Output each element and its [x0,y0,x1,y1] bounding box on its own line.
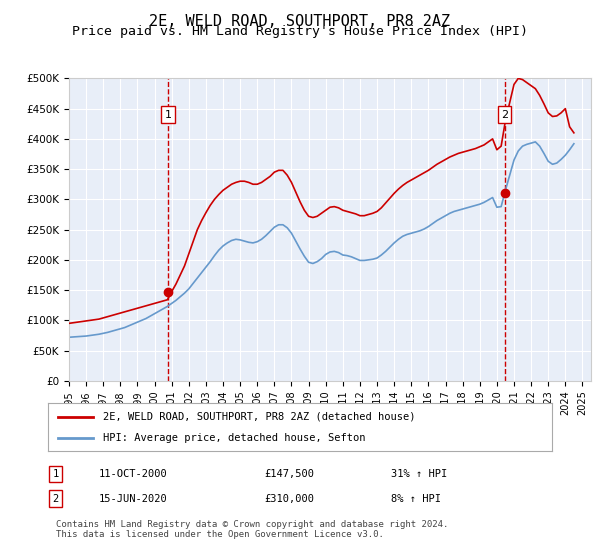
Text: 11-OCT-2000: 11-OCT-2000 [98,469,167,479]
Text: 2E, WELD ROAD, SOUTHPORT, PR8 2AZ (detached house): 2E, WELD ROAD, SOUTHPORT, PR8 2AZ (detac… [103,412,416,422]
Text: 2E, WELD ROAD, SOUTHPORT, PR8 2AZ: 2E, WELD ROAD, SOUTHPORT, PR8 2AZ [149,14,451,29]
Text: £310,000: £310,000 [265,493,315,503]
Text: HPI: Average price, detached house, Sefton: HPI: Average price, detached house, Seft… [103,433,366,443]
Text: 31% ↑ HPI: 31% ↑ HPI [391,469,447,479]
Text: 2: 2 [52,493,59,503]
Text: 2: 2 [501,110,508,120]
Text: Price paid vs. HM Land Registry's House Price Index (HPI): Price paid vs. HM Land Registry's House … [72,25,528,38]
Text: Contains HM Land Registry data © Crown copyright and database right 2024.
This d: Contains HM Land Registry data © Crown c… [56,520,448,539]
Text: £147,500: £147,500 [265,469,315,479]
Text: 1: 1 [52,469,59,479]
Text: 15-JUN-2020: 15-JUN-2020 [98,493,167,503]
Text: 8% ↑ HPI: 8% ↑ HPI [391,493,441,503]
Text: 1: 1 [164,110,172,120]
